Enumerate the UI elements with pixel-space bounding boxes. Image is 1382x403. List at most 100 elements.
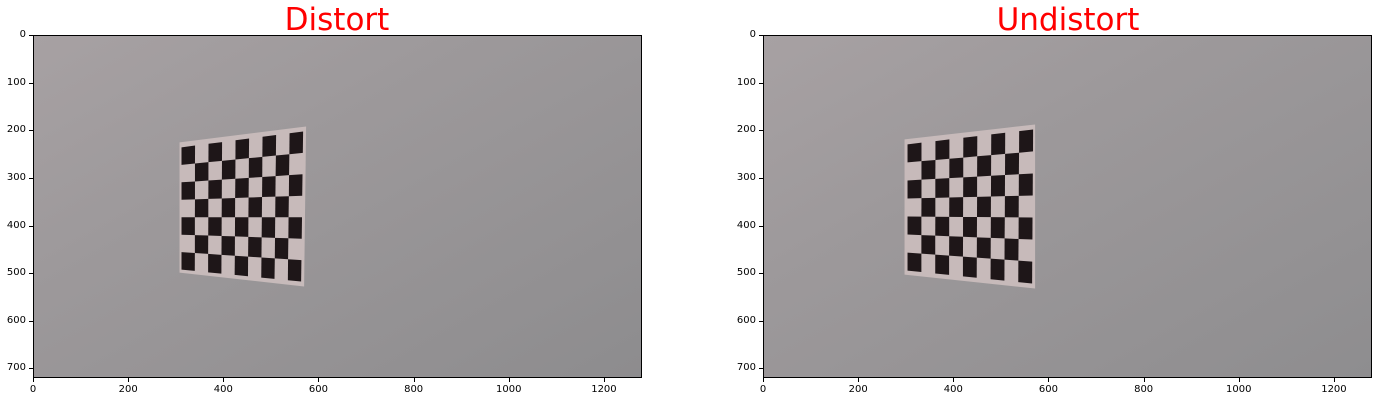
x-tick-mark	[128, 378, 130, 382]
x-tick-mark	[953, 378, 955, 382]
x-tick-mark	[508, 378, 510, 382]
x-tick-label: 600	[1038, 384, 1059, 395]
checker-square	[221, 159, 236, 180]
y-tick-label: 700	[736, 362, 756, 374]
checker-square	[275, 196, 289, 218]
checker-square	[261, 257, 275, 279]
checker-square	[962, 256, 977, 278]
y-tick-mark	[759, 225, 763, 227]
checker-square	[275, 154, 290, 177]
y-tick-label: 100	[736, 76, 756, 88]
checker-square	[181, 145, 196, 165]
checker-square	[181, 181, 195, 200]
checker-square	[289, 131, 304, 155]
checker-square	[248, 156, 263, 178]
checker-square	[977, 155, 992, 177]
undistorted-image-svg	[764, 36, 1371, 377]
y-tick-label: 600	[736, 314, 756, 326]
checker-square	[935, 254, 950, 275]
x-tick-label: 800	[1134, 384, 1154, 395]
checker-square	[288, 174, 303, 197]
distorted-image	[33, 35, 642, 378]
x-tick-label: 600	[308, 384, 329, 395]
checker-square	[181, 217, 195, 236]
wall-background	[34, 36, 641, 377]
y-tick-mark	[29, 225, 33, 227]
checker-square	[221, 197, 236, 218]
checker-square	[921, 235, 936, 255]
checker-square	[194, 235, 209, 254]
x-tick-mark	[1238, 378, 1240, 382]
y-tick-mark	[759, 177, 763, 179]
y-tick-mark	[29, 320, 33, 322]
checker-square	[261, 217, 276, 238]
checker-square	[935, 216, 950, 237]
x-tick-mark	[1143, 378, 1145, 382]
y-tick-mark	[29, 177, 33, 179]
y-tick-mark	[759, 82, 763, 84]
checker-square	[991, 132, 1006, 156]
y-tick-label: 600	[6, 314, 26, 326]
x-tick-label: 200	[848, 384, 868, 395]
checker-square	[963, 136, 978, 158]
distorted-image-svg	[34, 36, 641, 377]
checker-square	[990, 217, 1005, 239]
checker-square	[907, 216, 922, 236]
y-tick-mark	[29, 130, 33, 132]
x-tick-label: 1200	[591, 384, 617, 395]
checker-square	[1004, 238, 1019, 261]
checker-square	[907, 142, 922, 163]
checker-square	[949, 157, 964, 179]
checker-square	[208, 179, 222, 199]
checker-square	[1018, 260, 1033, 284]
y-tick-label: 500	[736, 267, 756, 279]
x-tick-label: 400	[213, 384, 233, 395]
x-tick-mark	[603, 378, 605, 382]
checker-square	[262, 135, 277, 157]
checker-square	[990, 174, 1006, 197]
x-tick-mark	[318, 378, 320, 382]
y-tick-mark	[759, 35, 763, 36]
x-tick-label: 200	[118, 384, 138, 395]
y-tick-label: 0	[19, 29, 26, 40]
checkerboard-paper	[179, 126, 307, 287]
checker-square	[990, 258, 1005, 281]
x-tick-label: 400	[943, 384, 963, 395]
x-tick-mark	[33, 378, 34, 382]
checker-square	[221, 236, 235, 256]
y-tick-label: 300	[6, 171, 26, 183]
y-tick-mark	[29, 368, 33, 370]
distort-panel: Distort 0 100 200 300 400 500 600 700 0 200 400 600…	[0, 0, 690, 403]
x-tick-mark	[223, 378, 225, 382]
y-tick-label: 200	[736, 124, 756, 136]
checker-square	[262, 176, 276, 198]
checker-square	[963, 216, 977, 238]
checker-square	[1004, 195, 1019, 218]
checker-square	[248, 236, 262, 258]
y-tick-mark	[29, 273, 33, 275]
checker-square	[921, 159, 936, 180]
x-tick-label: 0	[29, 384, 37, 395]
checker-square	[1018, 217, 1033, 240]
checker-square	[976, 237, 991, 259]
checker-square	[248, 197, 263, 218]
checker-square	[234, 217, 249, 237]
checker-square	[235, 138, 250, 160]
x-tick-mark	[763, 378, 764, 382]
checker-square	[1018, 173, 1033, 196]
checker-square	[194, 198, 209, 218]
checker-square	[921, 197, 936, 217]
y-tick-label: 100	[6, 76, 26, 88]
checkerboard	[181, 131, 304, 282]
x-tick-label: 1000	[1226, 384, 1252, 395]
x-tick-mark	[1333, 378, 1335, 382]
checker-square	[1019, 129, 1034, 153]
checkerboard	[907, 129, 1034, 284]
checker-square	[274, 237, 289, 260]
panel-title: Distort	[284, 2, 390, 38]
y-tick-label: 500	[6, 267, 26, 279]
y-tick-mark	[759, 273, 763, 275]
checker-square	[194, 162, 209, 182]
y-tick-mark	[29, 35, 33, 36]
x-tick-label: 0	[759, 384, 767, 395]
